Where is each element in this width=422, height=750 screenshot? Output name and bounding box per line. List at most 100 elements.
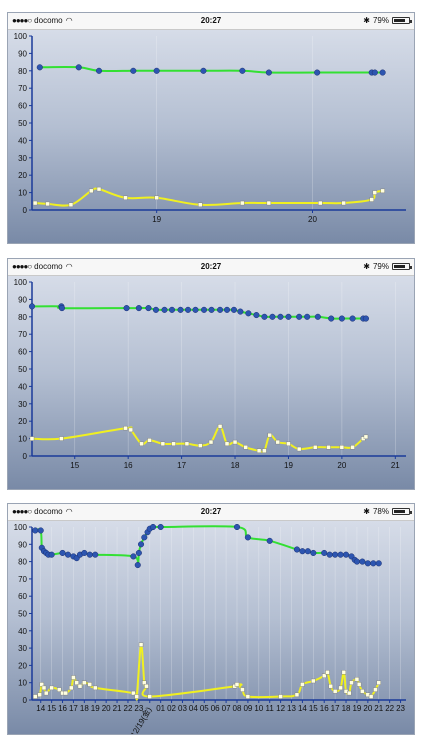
lower-data-point [243, 445, 248, 450]
upper-data-point [58, 305, 65, 312]
upper-series-line [35, 525, 379, 567]
upper-data-point [375, 560, 382, 567]
wifi-icon: ◠ [65, 16, 73, 25]
lower-data-point [171, 441, 176, 447]
lower-data-point [380, 188, 385, 194]
x-tick-label: 14 [298, 704, 307, 713]
lower-data-point [300, 682, 305, 687]
lower-data-point [278, 694, 283, 699]
lower-data-point [217, 424, 223, 429]
lower-data-point [71, 675, 76, 680]
upper-data-point [321, 549, 328, 557]
lower-data-point [341, 670, 347, 675]
upper-data-point [304, 548, 311, 555]
x-tick-label: 18 [80, 704, 89, 713]
upper-data-point [59, 549, 66, 557]
y-tick-label: 50 [18, 365, 27, 374]
upper-data-point [353, 558, 360, 565]
bluetooth-icon: ✱ [363, 262, 370, 271]
x-tick-label: 06 [211, 704, 220, 713]
lower-data-point [147, 438, 152, 443]
battery-percent: 78% [372, 507, 389, 516]
upper-data-point [161, 306, 168, 313]
upper-data-point [153, 67, 160, 74]
upper-data-point [36, 64, 43, 71]
x-tick-label: 20 [337, 461, 346, 470]
wifi-icon: ◠ [65, 507, 73, 516]
signal-strength-icon: ●●●●○ [12, 507, 32, 516]
x-tick-label: 12 [276, 704, 285, 713]
x-tick-label: 08 [233, 704, 242, 713]
y-tick-label: 100 [14, 32, 28, 41]
y-tick-label: 20 [18, 171, 27, 180]
lower-data-point [49, 685, 54, 691]
lower-data-point [312, 445, 318, 450]
upper-data-point [304, 313, 311, 320]
x-tick-label: 19 [91, 704, 100, 713]
lower-data-point [349, 680, 354, 685]
upper-data-point [285, 313, 292, 320]
lower-data-point [376, 680, 381, 685]
y-tick-label: 70 [18, 575, 27, 584]
upper-data-point [261, 313, 268, 320]
upper-data-point [168, 306, 176, 313]
upper-data-point [314, 69, 321, 76]
upper-data-point [233, 523, 241, 531]
lower-data-point [275, 439, 280, 445]
y-tick-label: 50 [18, 610, 27, 619]
x-tick-label: 13 [287, 704, 296, 713]
lower-data-point [240, 687, 245, 692]
chart-area[interactable]: 0 10 20 30 40 50 60 70 80 90 100 19 20 [8, 30, 414, 243]
lower-data-point [77, 683, 83, 689]
lower-data-point [139, 441, 144, 447]
lower-data-point [372, 190, 378, 195]
y-tick-label: 70 [18, 84, 27, 93]
upper-data-point [130, 553, 137, 560]
upper-data-point [184, 306, 192, 313]
lower-data-point [256, 448, 262, 453]
screenshot-panel-2: ●●●●○ docomo ◠ 20:27 ✱ 79% 0 10 20 30 40 50 60… [7, 258, 415, 490]
line-chart: 0 10 20 30 40 50 60 70 80 90 100 15 16 17 18 19 20 21 [14, 278, 406, 470]
y-tick-label: 30 [18, 400, 27, 409]
battery-icon [392, 263, 412, 270]
screenshot-panel-3: ●●●●○ docomo ◠ 20:27 ✱ 78% 0 10 20 30 40 50 60… [7, 503, 415, 735]
x-tick-label: 19 [152, 215, 161, 224]
lower-data-point [262, 448, 267, 453]
upper-data-point [130, 67, 137, 74]
y-tick-label: 90 [18, 49, 27, 58]
lower-data-point [63, 690, 69, 696]
lower-data-point [69, 685, 74, 691]
chart-area[interactable]: 0 10 20 30 40 50 60 70 80 90 100 14 15 16 17 18 19 20 21 22… [8, 521, 414, 734]
y-tick-label: 90 [18, 295, 27, 304]
lower-data-point [87, 682, 92, 687]
battery-icon [392, 17, 412, 24]
y-tick-label: 20 [18, 417, 27, 426]
lower-data-point [266, 200, 272, 206]
upper-data-point [157, 523, 164, 531]
lower-data-point [37, 692, 42, 698]
lower-data-point [41, 685, 47, 691]
y-tick-label: 40 [18, 627, 27, 636]
lower-data-point [318, 200, 323, 206]
x-tick-label: 10 [254, 704, 263, 713]
lower-data-point [96, 186, 102, 192]
upper-data-point [338, 315, 345, 322]
bluetooth-icon: ✱ [363, 16, 370, 25]
lower-data-point [369, 197, 374, 202]
upper-data-point [135, 305, 142, 312]
chart-area[interactable]: 0 10 20 30 40 50 60 70 80 90 100 15 16 17 18 19 20 21 [8, 276, 414, 489]
y-tick-label: 10 [18, 435, 27, 444]
upper-data-point [95, 67, 103, 74]
lower-data-point [45, 201, 50, 207]
lower-data-point [234, 682, 240, 687]
lower-data-point [356, 682, 362, 687]
x-tick-label: 21 [391, 461, 400, 470]
wifi-icon: ◠ [65, 262, 73, 271]
x-tick-label: 03 [178, 704, 187, 713]
x-tick-label: 22 [124, 704, 133, 713]
lower-data-point [29, 436, 35, 441]
status-bar: ●●●●○ docomo ◠ 20:27 ✱ 79% [8, 13, 414, 30]
upper-data-point [359, 558, 366, 565]
upper-data-point [28, 303, 36, 310]
